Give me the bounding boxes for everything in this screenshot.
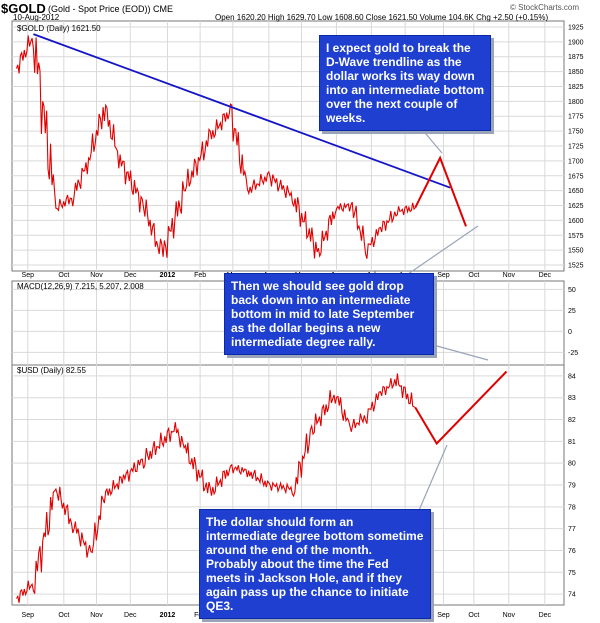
x-tick-label: Dec xyxy=(539,272,552,279)
y-tick-label: 1525 xyxy=(568,263,584,270)
y-tick-label: 1775 xyxy=(568,114,584,121)
y-tick-label: 74 xyxy=(568,592,576,599)
y-tick-label: 25 xyxy=(568,308,576,315)
y-tick-label: 78 xyxy=(568,504,576,511)
x-tick-label: Dec xyxy=(124,612,137,619)
callout-dollar-pointer xyxy=(416,444,448,516)
x-tick-label: Sep xyxy=(22,272,35,279)
y-tick-label: 1825 xyxy=(568,84,584,91)
y-tick-label: 0 xyxy=(568,329,572,336)
y-tick-label: 1575 xyxy=(568,233,584,240)
price-series xyxy=(15,35,416,603)
y-tick-label: 1625 xyxy=(568,203,584,210)
brand-label: © StockCharts.com xyxy=(510,3,580,12)
exchange-label: CME xyxy=(153,4,174,14)
x-tick-label: Oct xyxy=(468,612,479,619)
panel-legend: $USD (Daily) 82.55 xyxy=(17,366,86,375)
chart-description: (Gold - Spot Price (EOD)) CME xyxy=(48,4,174,14)
y-tick-label: 1725 xyxy=(568,144,584,151)
y-tick-label: 50 xyxy=(568,287,576,294)
x-tick-label: Sep xyxy=(437,272,450,279)
y-tick-label: 1875 xyxy=(568,54,584,61)
y-tick-label: 81 xyxy=(568,439,576,446)
callout-dollar-bottom: The dollar should form an intermediate d… xyxy=(199,509,431,619)
axis-ticks: 1925 1900 1875 1850 1825 1800 1775 1750 1725 1700… xyxy=(568,24,584,598)
x-tick-label: Nov xyxy=(90,612,103,619)
y-tick-label: -25 xyxy=(568,350,578,357)
panel-legends: $GOLD (Daily) 1621.50 MACD(12,26,9) 7.215… xyxy=(17,24,144,375)
y-tick-label: 1850 xyxy=(568,69,584,76)
gold-price-series xyxy=(15,35,416,259)
y-tick-label: 1650 xyxy=(568,188,584,195)
y-tick-label: 1600 xyxy=(568,218,584,225)
panel-legend: MACD(12,26,9) 7.215, 5.207, 2.008 xyxy=(17,282,144,291)
ohlc-readout: Open 1620.20 High 1629.70 Low 1608.60 Cl… xyxy=(215,13,549,22)
y-tick-label: 84 xyxy=(568,373,576,380)
y-tick-label: 1800 xyxy=(568,99,584,106)
y-tick-label: 1550 xyxy=(568,248,584,255)
x-tick-label: 2012 xyxy=(160,612,176,619)
y-tick-label: 1700 xyxy=(568,158,584,165)
x-tick-label: Sep xyxy=(22,612,35,619)
usd-price-series xyxy=(16,373,416,603)
chart-symbol: $GOLD xyxy=(1,1,46,16)
x-tick-label: Oct xyxy=(58,272,69,279)
x-tick-label: Nov xyxy=(503,272,516,279)
gridlines xyxy=(12,21,564,605)
y-tick-label: 83 xyxy=(568,395,576,402)
chart-date: 10-Aug-2012 xyxy=(13,13,60,22)
y-tick-label: 82 xyxy=(568,417,576,424)
usd-projection xyxy=(414,370,508,446)
gold-projection xyxy=(414,155,467,227)
x-tick-label: Oct xyxy=(468,272,479,279)
y-tick-label: 80 xyxy=(568,461,576,468)
y-tick-label: 1750 xyxy=(568,129,584,136)
y-tick-label: 1925 xyxy=(568,24,584,31)
y-tick-label: 77 xyxy=(568,526,576,533)
y-tick-label: 1900 xyxy=(568,39,584,46)
x-tick-label: Nov xyxy=(90,272,103,279)
x-tick-label: 2012 xyxy=(160,272,176,279)
d-wave-trendline xyxy=(33,33,451,189)
x-tick-label: Dec xyxy=(539,612,552,619)
x-tick-label: Dec xyxy=(124,272,137,279)
y-tick-label: 75 xyxy=(568,570,576,577)
x-tick-label: Feb xyxy=(194,272,206,279)
x-tick-label: Oct xyxy=(58,612,69,619)
callout-gold-drop: Then we should see gold drop back down i… xyxy=(224,273,434,355)
y-tick-label: 1675 xyxy=(568,173,584,180)
callout-gold-break: I expect gold to break the D-Wave trendl… xyxy=(319,35,491,131)
y-tick-label: 79 xyxy=(568,483,576,490)
x-tick-label: Nov xyxy=(503,612,516,619)
x-tick-label: Sep xyxy=(437,612,450,619)
y-tick-label: 76 xyxy=(568,548,576,555)
panel-legend: $GOLD (Daily) 1621.50 xyxy=(17,24,101,33)
